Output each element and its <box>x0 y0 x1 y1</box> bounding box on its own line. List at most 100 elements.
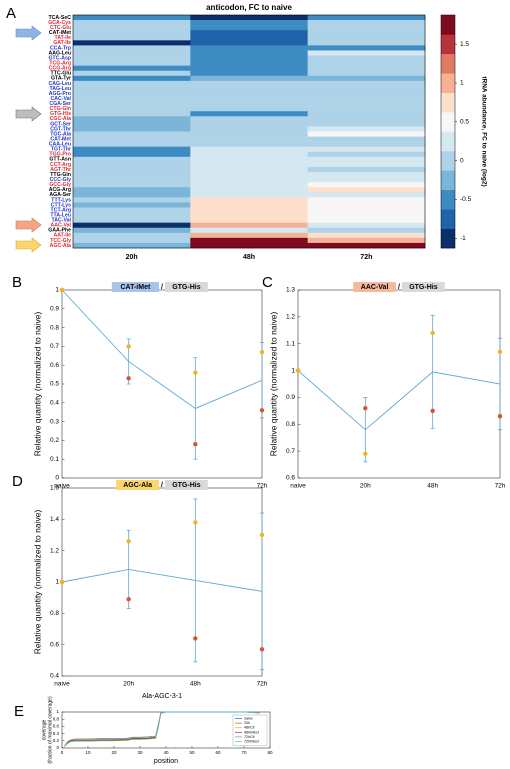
highlight-arrow <box>15 25 42 41</box>
panel-letter: C <box>262 274 273 291</box>
heatmap-cell <box>190 121 308 127</box>
y-axis-label: Relative quantity (normalized to naive) <box>32 510 42 655</box>
heatmap-cell <box>73 187 191 193</box>
x-tick-label: 40 <box>163 750 169 755</box>
coverage-line <box>64 711 260 747</box>
heatmap-cell <box>307 35 426 41</box>
y-axis-label: Relative quantity (normalized to naive) <box>32 312 42 457</box>
x-tick-label: 48h <box>427 483 438 490</box>
y-tick-label: 0.4 <box>50 400 59 407</box>
heatmap-cell <box>190 151 308 158</box>
mean-line <box>61 569 263 592</box>
highlight-arrow <box>15 106 42 122</box>
x-axis-label: position <box>154 758 178 765</box>
colorbar-step <box>441 150 455 171</box>
heatmap-cell <box>307 50 426 56</box>
heatmap-cell <box>307 227 426 234</box>
replicate-point <box>259 532 265 538</box>
replicate-point <box>497 414 503 419</box>
heatmap-cell <box>190 202 308 208</box>
colorbar-tick-label: 0 <box>460 157 464 164</box>
row-label: TCC-Gly <box>50 238 71 244</box>
mean-line <box>297 370 501 431</box>
heatmap-cell <box>73 242 191 249</box>
row-label: GTT-Asn <box>49 157 71 163</box>
x-tick-label: 80 <box>267 750 273 755</box>
heatmap-frame <box>72 14 426 249</box>
heatmap-cell <box>190 101 308 107</box>
heatmap-cell <box>307 192 426 198</box>
row-label: CAC-Val <box>51 96 72 102</box>
replicate-point <box>259 408 265 413</box>
colorbar-tick-label: -1 <box>460 235 466 242</box>
heatmap-cell <box>190 20 308 26</box>
heatmap-cell <box>307 40 426 46</box>
x-tick-label: 70 <box>241 750 247 755</box>
heatmap-cell <box>73 106 191 112</box>
y-tick-label: 0 <box>56 745 59 750</box>
row-label: GAA-Phe <box>48 228 71 234</box>
panel-letter: A <box>6 5 16 22</box>
row-label: TCA-SeC <box>49 15 72 21</box>
colorbar-step <box>441 34 455 55</box>
heatmap-cell <box>73 90 191 97</box>
row-label: AGC-Ala <box>50 243 71 249</box>
colorbar-step <box>441 189 455 210</box>
heatmap-cell <box>73 80 191 87</box>
row-label: TAG-Leu <box>49 86 71 92</box>
replicate-point <box>259 647 265 652</box>
row-label: AAG-Leu <box>49 50 71 56</box>
row-label: GCA-Cys <box>48 20 71 26</box>
heatmap-cell <box>307 30 426 36</box>
x-tick-label: 10 <box>85 750 91 755</box>
heatmap-cell <box>307 116 426 122</box>
y-tick-label: 1 <box>56 709 59 714</box>
heatmap-cell <box>307 45 426 51</box>
x-tick-label: 72h <box>257 483 268 490</box>
heatmap-cell <box>73 20 191 26</box>
row-label: TTG-Gln <box>50 172 71 178</box>
heatmap-cell <box>307 202 426 208</box>
heatmap-cell <box>73 232 191 239</box>
row-label: TAT-Ile <box>54 35 71 41</box>
replicate-point <box>126 597 131 602</box>
heatmap-cell <box>73 212 191 218</box>
row-label: TGT-Thr <box>51 147 71 153</box>
y-tick-label: 1 <box>55 287 59 294</box>
x-tick-label: 50 <box>189 750 195 755</box>
heatmap-cell <box>73 55 191 61</box>
colorbar-step <box>441 53 455 74</box>
y-tick-label: 1.2 <box>286 314 295 321</box>
tag-text: AGC-Ala <box>123 482 152 489</box>
tag-text: CAT-iMet <box>120 284 150 291</box>
heatmap-cell <box>190 50 308 56</box>
y-axis-label: Relative quantity (normalized to naive) <box>268 312 278 457</box>
heatmap-cell <box>73 146 191 153</box>
row-label: GAT-Ile <box>53 40 71 46</box>
y-tick-label: 1.4 <box>50 516 59 523</box>
colorbar-step <box>441 209 455 229</box>
tag-box <box>165 282 208 292</box>
row-label: GTA-Tyr <box>51 76 71 82</box>
legend-label: 48hInfect <box>244 730 259 734</box>
heatmap-cell <box>307 172 426 178</box>
row-label: CGT-Thr <box>50 126 71 132</box>
heatmap-cell <box>73 197 191 203</box>
heatmap-cell <box>73 131 191 137</box>
y-tick-label: 0.4 <box>53 731 60 736</box>
colorbar-frame <box>440 14 456 249</box>
row-label: AAC-Val <box>51 223 72 229</box>
replicate-point <box>126 539 131 544</box>
heatmap-cell <box>307 80 426 87</box>
replicate-point <box>295 368 301 373</box>
heatmap-cell <box>307 121 426 127</box>
legend-label: 48hCtl <box>244 726 255 730</box>
replicate-point <box>126 376 131 381</box>
error-bar <box>260 342 264 419</box>
heatmap-cell <box>307 75 426 82</box>
panel-letter: E <box>14 703 24 720</box>
heatmap-cell <box>190 187 308 193</box>
colorbar-step <box>441 228 455 249</box>
heatmap-cell <box>307 25 426 31</box>
